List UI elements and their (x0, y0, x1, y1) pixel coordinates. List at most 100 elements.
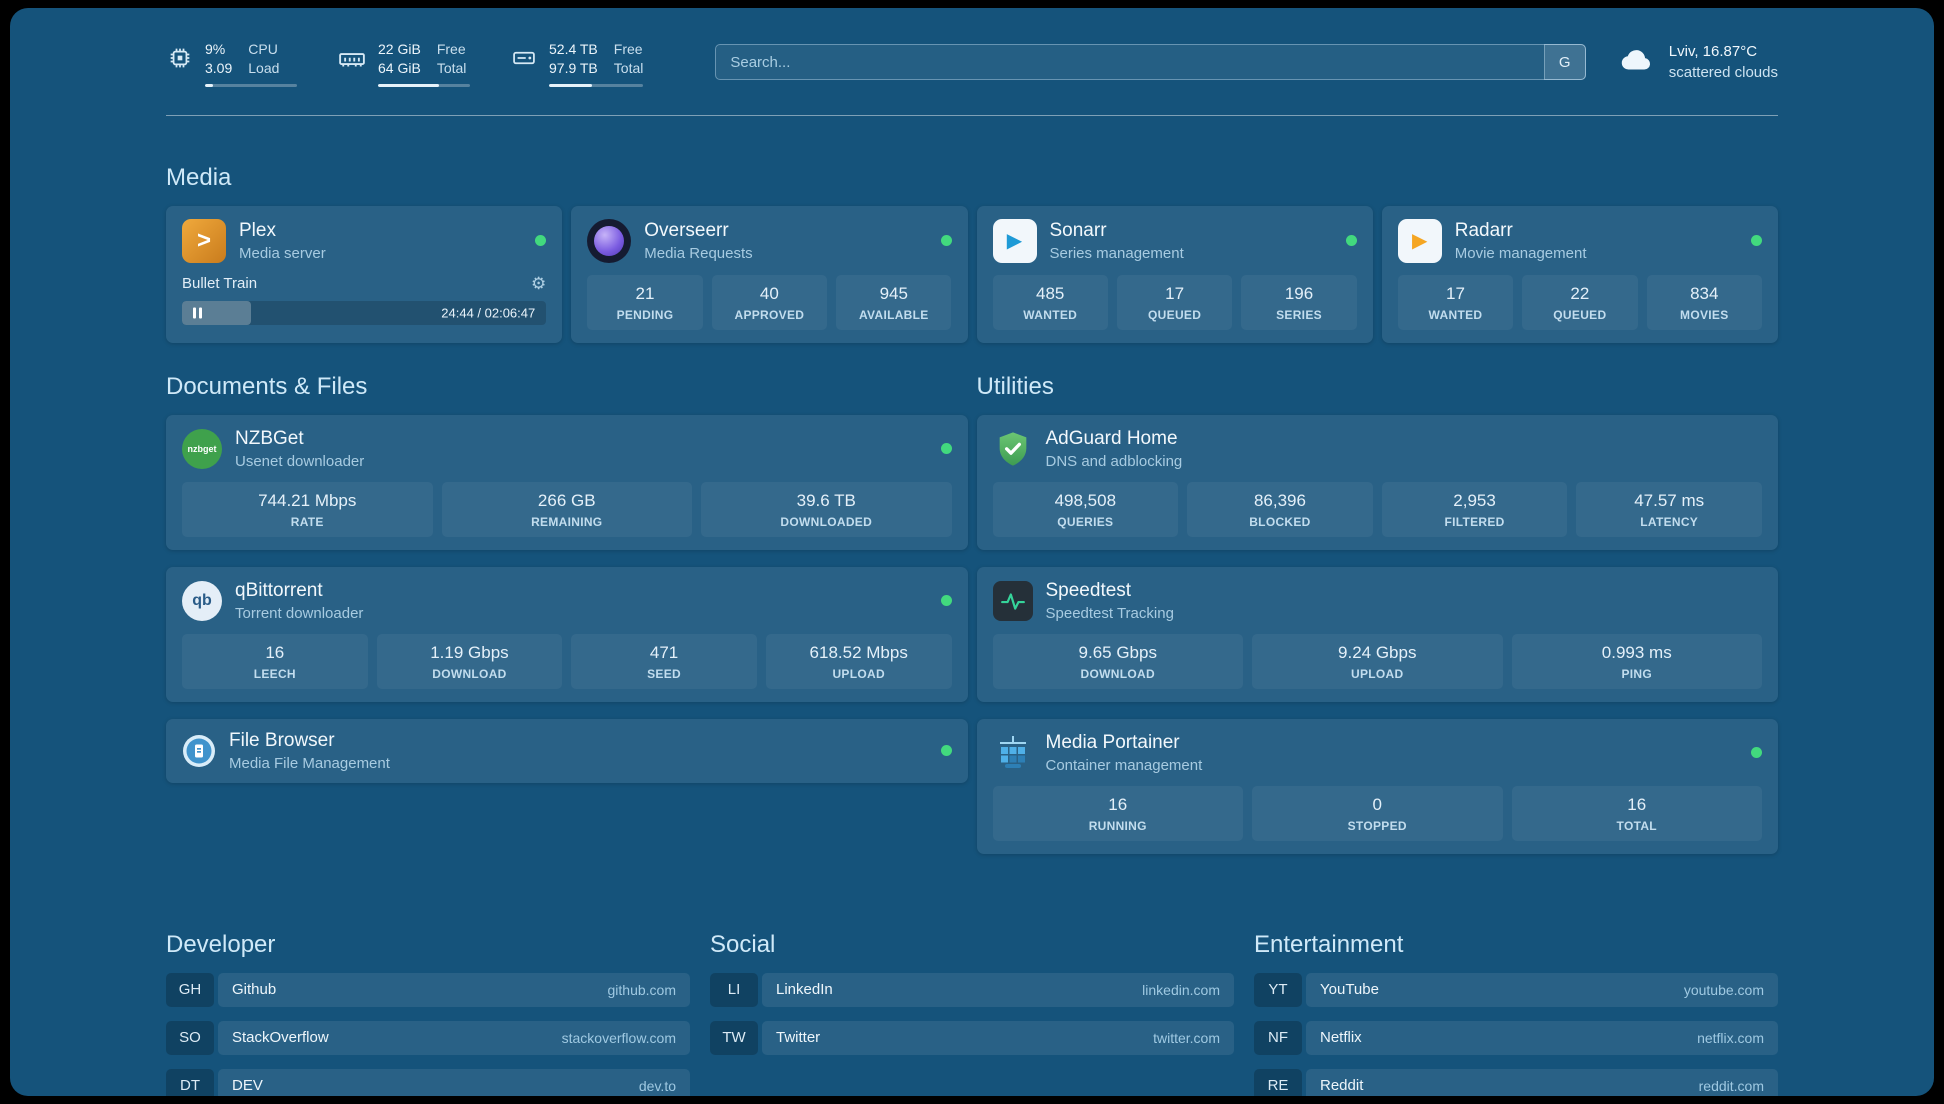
service-name: Overseerr (644, 219, 729, 241)
bookmark-abbr: GH (166, 972, 214, 1007)
status-dot (940, 235, 952, 247)
bookmark-abbr: LI (710, 972, 758, 1007)
stat-stopped: 0 STOPPED (1252, 785, 1503, 841)
sonarr-icon: ▶ (992, 218, 1037, 263)
service-subtitle: Movie management (1454, 244, 1587, 262)
section-title-documents: Documents & Files (166, 372, 368, 400)
settings-gear-icon[interactable]: ⚙ (531, 273, 547, 293)
service-name: Sonarr (1049, 219, 1107, 241)
bookmark-stackoverflow[interactable]: SO StackOverflow stackoverflow.com (166, 1020, 690, 1055)
section-title-entertainment: Entertainment (1254, 930, 1404, 958)
memory-icon (337, 38, 367, 74)
stat-upload: 618.52 Mbps UPLOAD (765, 633, 952, 689)
bookmark-abbr: SO (166, 1020, 214, 1055)
service-name: Speedtest (1045, 579, 1132, 601)
service-card-plex[interactable]: > Plex Media server Bullet Train ⚙ 24:44… (166, 205, 563, 343)
qbittorrent-icon: qb (182, 580, 222, 621)
topbar: 9% 3.09 CPU Load (166, 38, 1778, 87)
dashboard: 9% 3.09 CPU Load (10, 8, 1934, 1096)
bookmark-name: DEV (232, 1077, 263, 1095)
service-name: File Browser (229, 729, 335, 751)
bookmark-url: linkedin.com (1142, 981, 1220, 998)
service-subtitle: Torrent downloader (235, 604, 364, 622)
bookmark-group-entertainment: Entertainment YT YouTube youtube.com NF … (1254, 931, 1778, 1096)
stat-queries: 498,508 QUERIES (992, 481, 1179, 537)
status-dot (940, 595, 952, 607)
service-name: Plex (239, 219, 276, 241)
bookmark-url: twitter.com (1153, 1029, 1220, 1046)
playback-progress-bar[interactable]: 24:44 / 02:06:47 (182, 300, 547, 325)
search-input[interactable] (715, 44, 1586, 81)
bookmark-abbr: TW (710, 1020, 758, 1055)
bookmark-url: dev.to (638, 1077, 676, 1094)
stat-remaining: 266 GB REMAINING (441, 481, 692, 537)
bookmark-url: reddit.com (1698, 1077, 1764, 1094)
bookmark-group-developer: Developer GH Github github.com SO StackO… (166, 931, 690, 1096)
bookmark-name: YouTube (1320, 981, 1379, 999)
stat-approved: 40 APPROVED (711, 274, 828, 330)
section-title-developer: Developer (166, 930, 276, 958)
cpu-load-value: 3.09 (205, 59, 233, 76)
cpu-label: CPU (248, 41, 278, 57)
service-card-nzbget[interactable]: nzbget NZBGet Usenet downloader 744.21 M… (166, 414, 968, 550)
weather-location: Lviv, 16.87°C (1668, 42, 1758, 60)
media-card-row: > Plex Media server Bullet Train ⚙ 24:44… (166, 205, 1778, 343)
cpu-label2: Load (248, 59, 280, 76)
service-card-filebrowser[interactable]: File Browser Media File Management (166, 718, 968, 783)
bookmark-name: LinkedIn (776, 981, 833, 999)
bookmark-name: Twitter (776, 1029, 821, 1047)
bookmark-url: netflix.com (1697, 1029, 1764, 1046)
service-card-radarr[interactable]: ▶ Radarr Movie management 17 WANTED 22 Q… (1381, 205, 1778, 343)
disk-widget: 52.4 TB 97.9 TB Free Total (510, 38, 644, 87)
search-provider-button[interactable]: G (1543, 44, 1586, 81)
stat-series: 196 SERIES (1241, 274, 1357, 330)
stat-download: 1.19 Gbps DOWNLOAD (376, 633, 563, 689)
service-card-overseerr[interactable]: Overseerr Media Requests 21 PENDING 40 A… (571, 205, 968, 343)
bookmark-linkedin[interactable]: LI LinkedIn linkedin.com (710, 972, 1234, 1007)
service-name: Media Portainer (1045, 731, 1180, 753)
disk-total-label: Total (613, 59, 644, 76)
stat-queued: 22 QUEUED (1522, 274, 1638, 330)
filebrowser-icon (182, 734, 216, 768)
service-subtitle: Media File Management (229, 754, 390, 772)
weather-condition: scattered clouds (1668, 64, 1778, 82)
section-title-media: Media (166, 163, 232, 191)
service-card-adguard[interactable]: AdGuard Home DNS and adblocking 498,508 … (976, 414, 1778, 550)
disk-icon (510, 38, 538, 72)
service-card-qbittorrent[interactable]: qb qBittorrent Torrent downloader 16 LEE… (166, 566, 968, 702)
overseerr-icon (587, 218, 632, 263)
now-playing-title: Bullet Train (182, 274, 258, 292)
topbar-divider (166, 114, 1778, 116)
service-card-portainer[interactable]: Media Portainer Container management 16 … (976, 718, 1778, 854)
service-subtitle: Usenet downloader (235, 452, 365, 470)
memory-total-label: Total (436, 59, 467, 76)
bookmark-youtube[interactable]: YT YouTube youtube.com (1254, 972, 1778, 1007)
documents-column: Documents & Files nzbget NZBGet Usenet d… (166, 373, 968, 800)
stat-queued: 17 QUEUED (1116, 274, 1233, 330)
portainer-icon (993, 733, 1033, 773)
service-card-speedtest[interactable]: Speedtest Speedtest Tracking 9.65 Gbps D… (976, 566, 1778, 702)
bookmark-url: github.com (607, 981, 676, 998)
pause-icon[interactable] (193, 307, 202, 319)
service-subtitle: Media server (239, 244, 326, 262)
bookmark-twitter[interactable]: TW Twitter twitter.com (710, 1020, 1234, 1055)
status-dot (1751, 235, 1762, 247)
service-subtitle: Media Requests (644, 244, 753, 262)
cpu-usage-value: 9% (205, 41, 226, 57)
status-dot (1751, 747, 1762, 759)
stat-pending: 21 PENDING (587, 274, 703, 330)
stat-leech: 16 LEECH (182, 633, 368, 689)
bookmark-reddit[interactable]: RE Reddit reddit.com (1254, 1068, 1778, 1096)
memory-widget: 22 GiB 64 GiB Free Total (337, 38, 470, 87)
service-card-sonarr[interactable]: ▶ Sonarr Series management 485 WANTED 17… (976, 205, 1373, 343)
utilities-column: Utilities (976, 373, 1778, 871)
section-title-social: Social (710, 930, 776, 958)
bookmark-github[interactable]: GH Github github.com (166, 972, 690, 1007)
bookmark-netflix[interactable]: NF Netflix netflix.com (1254, 1020, 1778, 1055)
stat-movies: 834 MOVIES (1646, 274, 1762, 330)
bookmark-dev[interactable]: DT DEV dev.to (166, 1068, 690, 1096)
cloud-icon (1618, 41, 1656, 84)
stat-ping: 0.993 ms PING (1511, 633, 1762, 689)
stat-rate: 744.21 Mbps RATE (182, 481, 433, 537)
cpu-icon (166, 38, 194, 72)
